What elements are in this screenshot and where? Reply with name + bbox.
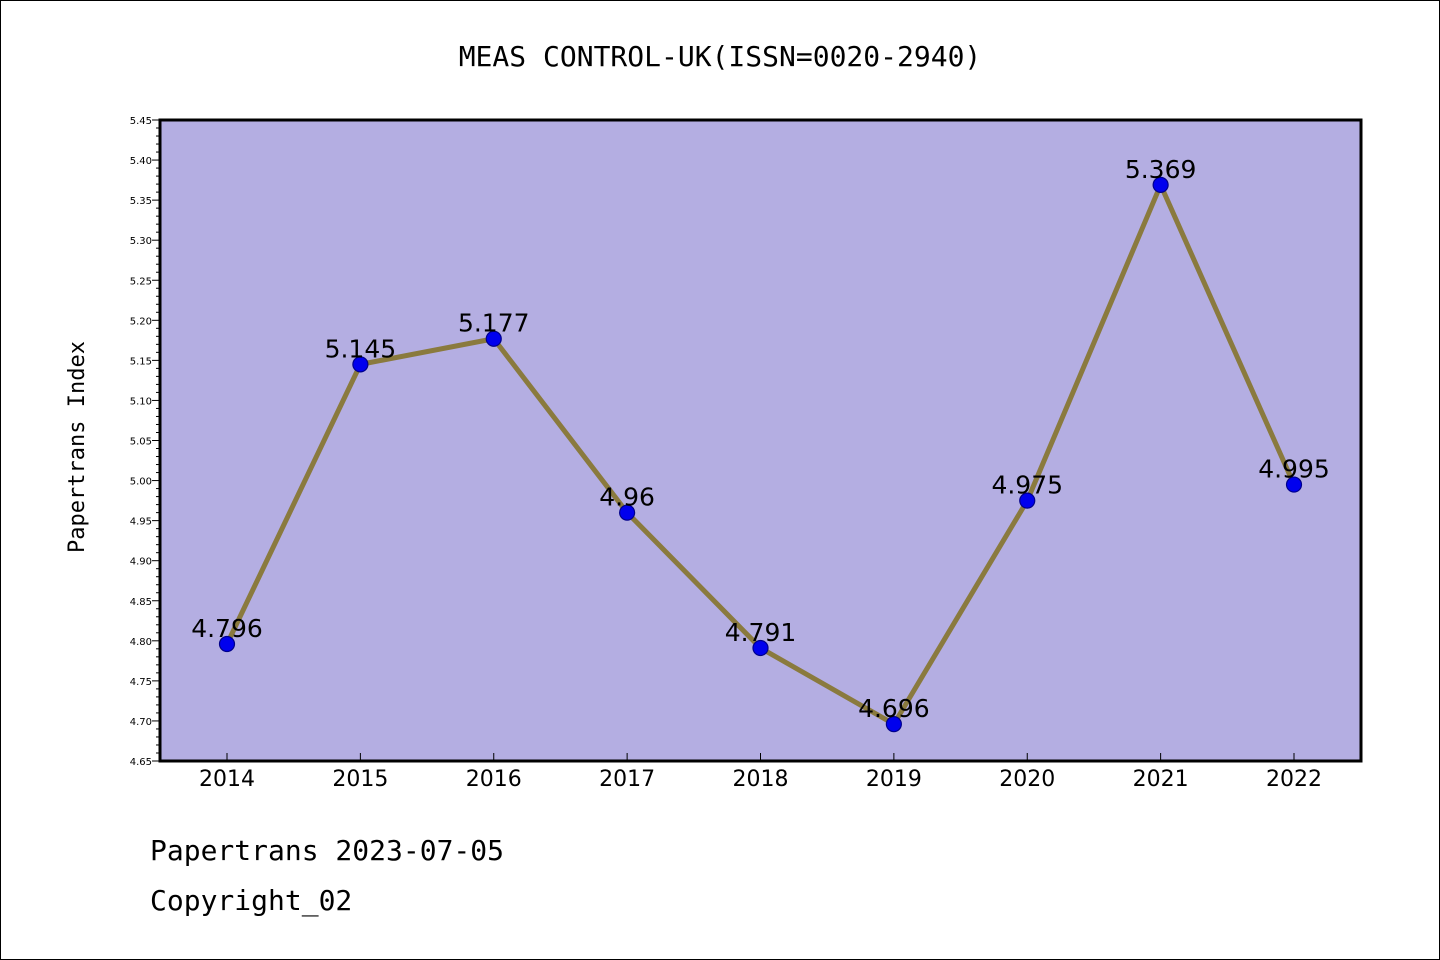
data-point-marker <box>1152 176 1169 194</box>
y-tick-label: 5.25 <box>130 276 152 287</box>
data-label: 4.995 <box>1258 455 1330 484</box>
x-axis-ticks: 2014 2015 2016 2017 2018 2019 2020 2021 2022 <box>199 753 1322 792</box>
x-tick-label: 2017 <box>599 767 655 792</box>
data-label: 4.796 <box>191 614 263 643</box>
plot-border <box>158 118 1363 763</box>
y-tick-label: 5.15 <box>130 356 152 367</box>
x-tick-label: 2015 <box>332 767 388 792</box>
data-point-marker <box>485 330 502 347</box>
y-tick-label: 4.90 <box>130 557 152 568</box>
plot-area <box>160 120 1361 761</box>
x-tick-label: 2019 <box>866 767 922 792</box>
y-axis-ticks: 4.65 4.70 4.75 4.80 4.85 4.90 4.95 5.00 5.05 5.10… <box>130 116 160 768</box>
data-label: 5.369 <box>1125 155 1197 184</box>
y-tick-label: 5.00 <box>130 477 152 488</box>
data-label: 4.791 <box>725 618 797 647</box>
data-label: 4.975 <box>991 471 1063 500</box>
data-labels-group: 4.796 5.145 5.177 4.96 4.791 4.696 4.975 5.369 4… <box>191 155 1330 723</box>
y-tick-label: 5.30 <box>130 236 152 247</box>
data-point-marker <box>885 716 902 733</box>
data-label: 5.145 <box>325 334 397 363</box>
y-tick-label: 5.40 <box>130 156 152 167</box>
chart-title: MEAS CONTROL-UK(ISSN=0020-2940) <box>459 40 982 73</box>
data-point-marker <box>352 356 369 373</box>
series-line-group <box>218 176 1303 733</box>
y-tick-label: 4.70 <box>130 717 152 728</box>
x-tick-label: 2016 <box>466 767 522 792</box>
data-point-marker <box>1019 492 1036 509</box>
x-tick-label: 2021 <box>1133 767 1189 792</box>
data-label: 4.696 <box>858 694 930 723</box>
y-tick-label: 5.20 <box>130 316 152 327</box>
data-label: 5.177 <box>458 309 530 338</box>
footer-date: Papertrans 2023-07-05 <box>150 834 505 867</box>
data-point-marker <box>619 504 636 521</box>
y-tick-label: 5.05 <box>130 437 152 448</box>
y-tick-label: 4.80 <box>130 637 152 648</box>
footer-copyright: Copyright_02 <box>150 884 353 917</box>
y-tick-label: 4.85 <box>130 597 152 608</box>
y-axis-label: Papertrans Index <box>65 341 90 553</box>
data-point-marker <box>218 635 236 653</box>
data-point-marker <box>1285 476 1303 493</box>
x-tick-label: 2018 <box>733 767 789 792</box>
y-tick-label: 4.95 <box>130 517 152 528</box>
y-tick-label: 5.10 <box>130 396 152 407</box>
y-tick-label: 4.65 <box>130 757 152 768</box>
x-tick-label: 2020 <box>999 767 1055 792</box>
x-tick-label: 2014 <box>199 767 255 792</box>
data-point-marker <box>752 639 769 657</box>
y-tick-label: 5.35 <box>130 196 152 207</box>
y-tick-label: 4.75 <box>130 677 152 688</box>
x-tick-label: 2022 <box>1266 767 1322 792</box>
y-tick-label: 5.45 <box>130 116 152 127</box>
data-label: 4.96 <box>599 483 655 512</box>
